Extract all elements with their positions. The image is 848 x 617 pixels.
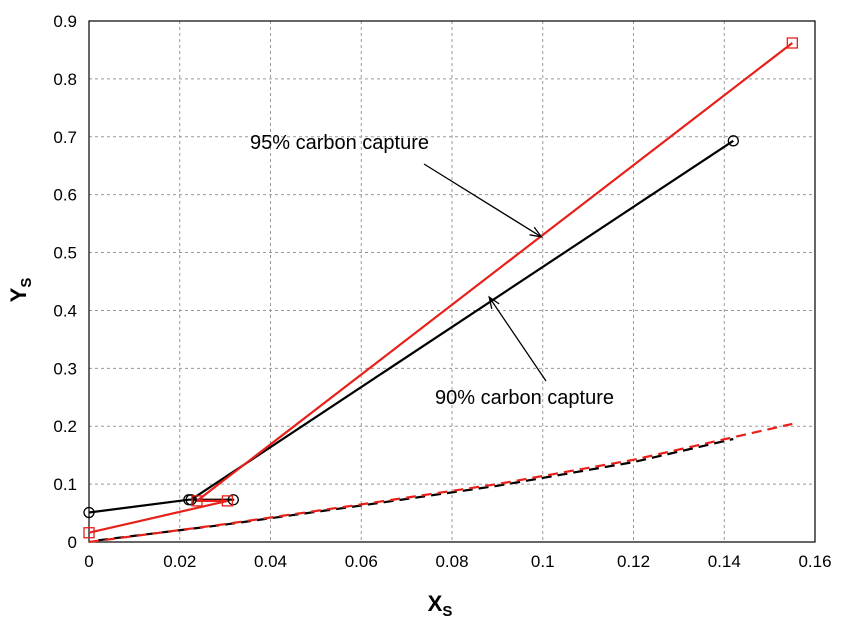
data-point-circle [227, 494, 239, 506]
annotation-90-arrowhead [488, 295, 500, 309]
y-axis-label: YS [6, 278, 35, 303]
y-tick-label: 0 [68, 533, 77, 552]
data-point-square [221, 495, 234, 507]
y-tick-label: 0.9 [53, 12, 77, 31]
annotation-90-arrow [488, 296, 547, 382]
x-tick-label: 0.02 [163, 552, 196, 571]
y-axis-label-sub: S [18, 278, 35, 288]
annotation-95-arrow [423, 163, 542, 238]
x-tick-label: 0.14 [708, 552, 741, 571]
x-tick-label: 0.16 [798, 552, 831, 571]
y-tick-label: 0.7 [53, 128, 77, 147]
series-line-1 [88, 42, 793, 534]
x-axis-label: XS [428, 591, 453, 617]
data-point-circle [185, 494, 197, 506]
plot-frame [88, 20, 816, 543]
data-point-circle [727, 135, 739, 147]
series-line-3 [88, 422, 793, 544]
annotation-95-arrowhead [529, 226, 543, 238]
x-axis-label-sub: S [442, 603, 452, 617]
series-line-2 [97, 437, 734, 542]
tick-labels: 0 0.02 0.04 0.06 0.08 0.1 0.12 0.14 0.16 0 0.1 0.2 0… [53, 12, 831, 571]
data-point-circle [83, 506, 95, 519]
x-tick-label: 0.06 [345, 552, 378, 571]
marker-layer [83, 37, 798, 539]
data-point-square [191, 495, 203, 507]
x-tick-label: 0.1 [531, 552, 555, 571]
y-tick-label: 0.5 [53, 244, 77, 263]
y-tick-label: 0.4 [53, 301, 77, 320]
annotation-90-text: 90% carbon capture [435, 387, 614, 409]
y-axis-label-main: Y [6, 287, 31, 302]
x-tick-label: 0 [84, 552, 93, 571]
y-tick-label: 0.6 [53, 186, 77, 205]
annotation-95-text: 95% carbon capture [250, 132, 429, 154]
y-tick-label: 0.8 [53, 70, 77, 89]
annotation-90: 90% carbon capture [435, 295, 614, 409]
x-axis-label-main: X [428, 591, 443, 616]
annotation-95: 95% carbon capture [250, 132, 543, 238]
x-tick-label: 0.12 [617, 552, 650, 571]
series-line-0 [88, 139, 734, 514]
x-tick-label: 0.04 [254, 552, 287, 571]
y-tick-label: 0.2 [53, 417, 77, 436]
series-layer [88, 42, 793, 544]
data-point-square [83, 527, 95, 539]
data-point-square [786, 37, 798, 49]
y-tick-label: 0.3 [53, 359, 77, 378]
x-tick-label: 0.08 [435, 552, 468, 571]
gridlines [89, 21, 815, 542]
y-tick-label: 0.1 [53, 475, 77, 494]
